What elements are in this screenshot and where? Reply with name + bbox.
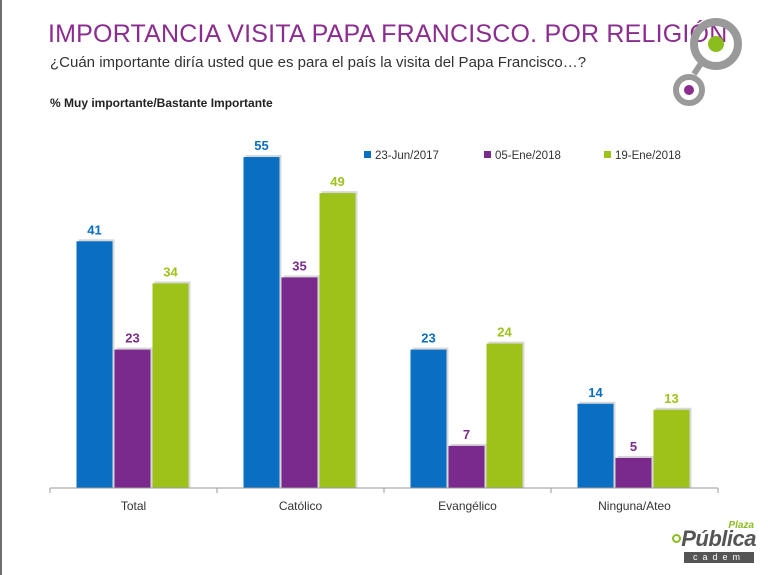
brand-dot-icon: [672, 534, 681, 543]
brand-publica-text: Pública: [681, 526, 756, 551]
chart-bars: 41 23 34 55 35 49 23 7 24 14 5 13: [76, 138, 692, 488]
bar: [76, 241, 113, 488]
data-label: 14: [588, 385, 603, 400]
logo-green-dot: [708, 36, 724, 52]
data-label: 24: [497, 325, 512, 340]
x-tick-label: Evangélico: [438, 499, 497, 513]
bar: [152, 283, 189, 488]
slide-left-border: [0, 0, 2, 575]
page-title: IMPORTANCIA VISITA PAPA FRANCISCO. POR R…: [48, 20, 728, 48]
bar: [319, 193, 356, 488]
chart-legend: 23-Jun/2017 05-Ene/2018 19-Ene/2018: [364, 150, 681, 162]
logo-purple-dot: [684, 85, 694, 95]
bar: [243, 157, 280, 488]
data-label: 35: [292, 258, 306, 273]
survey-question: ¿Cuán importante diría usted que es para…: [50, 54, 587, 71]
bar: [653, 409, 690, 488]
legend-swatch: [604, 151, 611, 158]
bar: [281, 277, 318, 488]
legend-label: 23-Jun/2017: [375, 150, 439, 162]
plaza-publica-cadem-logo: Plaza Pública cadem: [660, 520, 760, 566]
x-tick-label: Ninguna/Ateo: [598, 499, 671, 513]
bar: [486, 343, 523, 488]
bar: [448, 445, 485, 488]
legend-label: 19-Ene/2018: [615, 150, 681, 162]
brand-plaza-text: Plaza: [728, 520, 754, 531]
bar: [615, 457, 652, 488]
x-tick-label: Total: [121, 499, 146, 513]
x-tick-label: Católico: [279, 499, 323, 513]
data-label: 23: [125, 331, 139, 346]
chart-subtitle: % Muy importante/Bastante Importante: [50, 96, 273, 110]
bar: [410, 349, 447, 488]
legend-swatch: [364, 151, 371, 158]
bar: [114, 349, 151, 488]
brand-circles-logo-icon: [673, 18, 742, 106]
data-label: 49: [330, 174, 344, 189]
logo-small-ring: [673, 74, 705, 106]
legend-label: 05-Ene/2018: [495, 150, 561, 162]
brand-cadem-text: cadem: [684, 552, 754, 563]
logo-outer-ring: [690, 18, 742, 70]
data-label: 55: [254, 138, 268, 153]
data-label: 41: [87, 222, 101, 237]
legend-swatch: [484, 151, 491, 158]
chart-axis: Total Católico Evangélico Ninguna/Ateo: [49, 487, 719, 513]
bar: [577, 403, 614, 488]
data-label: 13: [664, 391, 678, 406]
logo-connector: [691, 60, 705, 76]
data-label: 5: [630, 439, 637, 454]
data-label: 34: [163, 264, 178, 279]
data-label: 23: [421, 331, 435, 346]
data-label: 7: [463, 427, 470, 442]
